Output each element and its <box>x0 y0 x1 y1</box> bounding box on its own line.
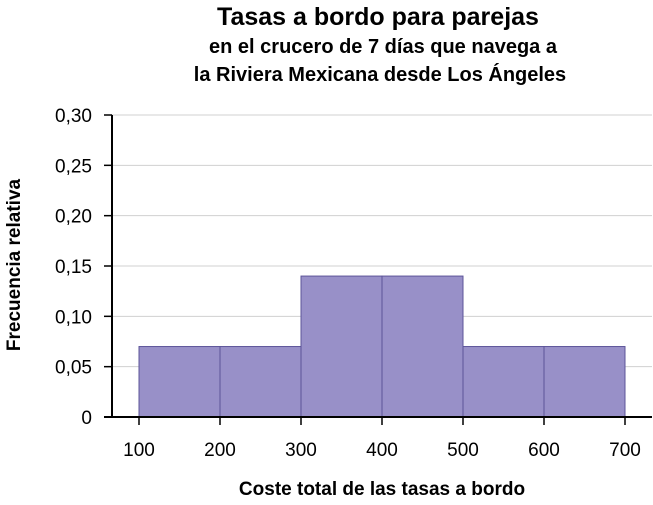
histogram-bar <box>462 346 545 418</box>
y-tick-label: 0,10 <box>55 307 92 328</box>
y-axis-label: Frecuencia relativa <box>4 178 25 351</box>
chart-subtitle-line-2: la Riviera Mexicana desde Los Ángeles <box>194 63 566 86</box>
histogram-bar <box>138 346 221 418</box>
histogram-bar <box>381 275 464 418</box>
x-tick-label: 300 <box>285 440 317 461</box>
y-tick-label: 0,25 <box>55 156 92 177</box>
y-tick-label: 0,15 <box>55 257 92 278</box>
y-tick-label: 0 <box>81 408 92 429</box>
x-tick-label: 200 <box>204 440 236 461</box>
axes <box>104 114 652 425</box>
chart-title: Tasas a bordo para parejas <box>217 3 539 31</box>
y-tick-label: 0,05 <box>55 358 92 379</box>
y-tick-labels: 0 0,05 0,10 0,15 0,20 0,25 0,30 <box>55 106 92 429</box>
histogram-bar <box>300 275 383 418</box>
y-tick-label: 0,20 <box>55 207 92 228</box>
x-tick-label: 400 <box>366 440 398 461</box>
x-tick-label: 500 <box>447 440 479 461</box>
x-tick-labels: 100 200 300 400 500 600 700 <box>123 440 641 461</box>
x-tick-label: 600 <box>528 440 560 461</box>
bars <box>138 275 626 418</box>
x-tick-label: 700 <box>609 440 641 461</box>
y-tick-label: 0,30 <box>55 106 92 127</box>
chart-subtitle-line-1: en el crucero de 7 días que navega a <box>209 36 558 58</box>
x-axis-label: Coste total de las tasas a bordo <box>239 479 525 500</box>
histogram-bar <box>543 346 626 418</box>
histogram-bar <box>219 346 302 418</box>
x-tick-label: 100 <box>123 440 155 461</box>
